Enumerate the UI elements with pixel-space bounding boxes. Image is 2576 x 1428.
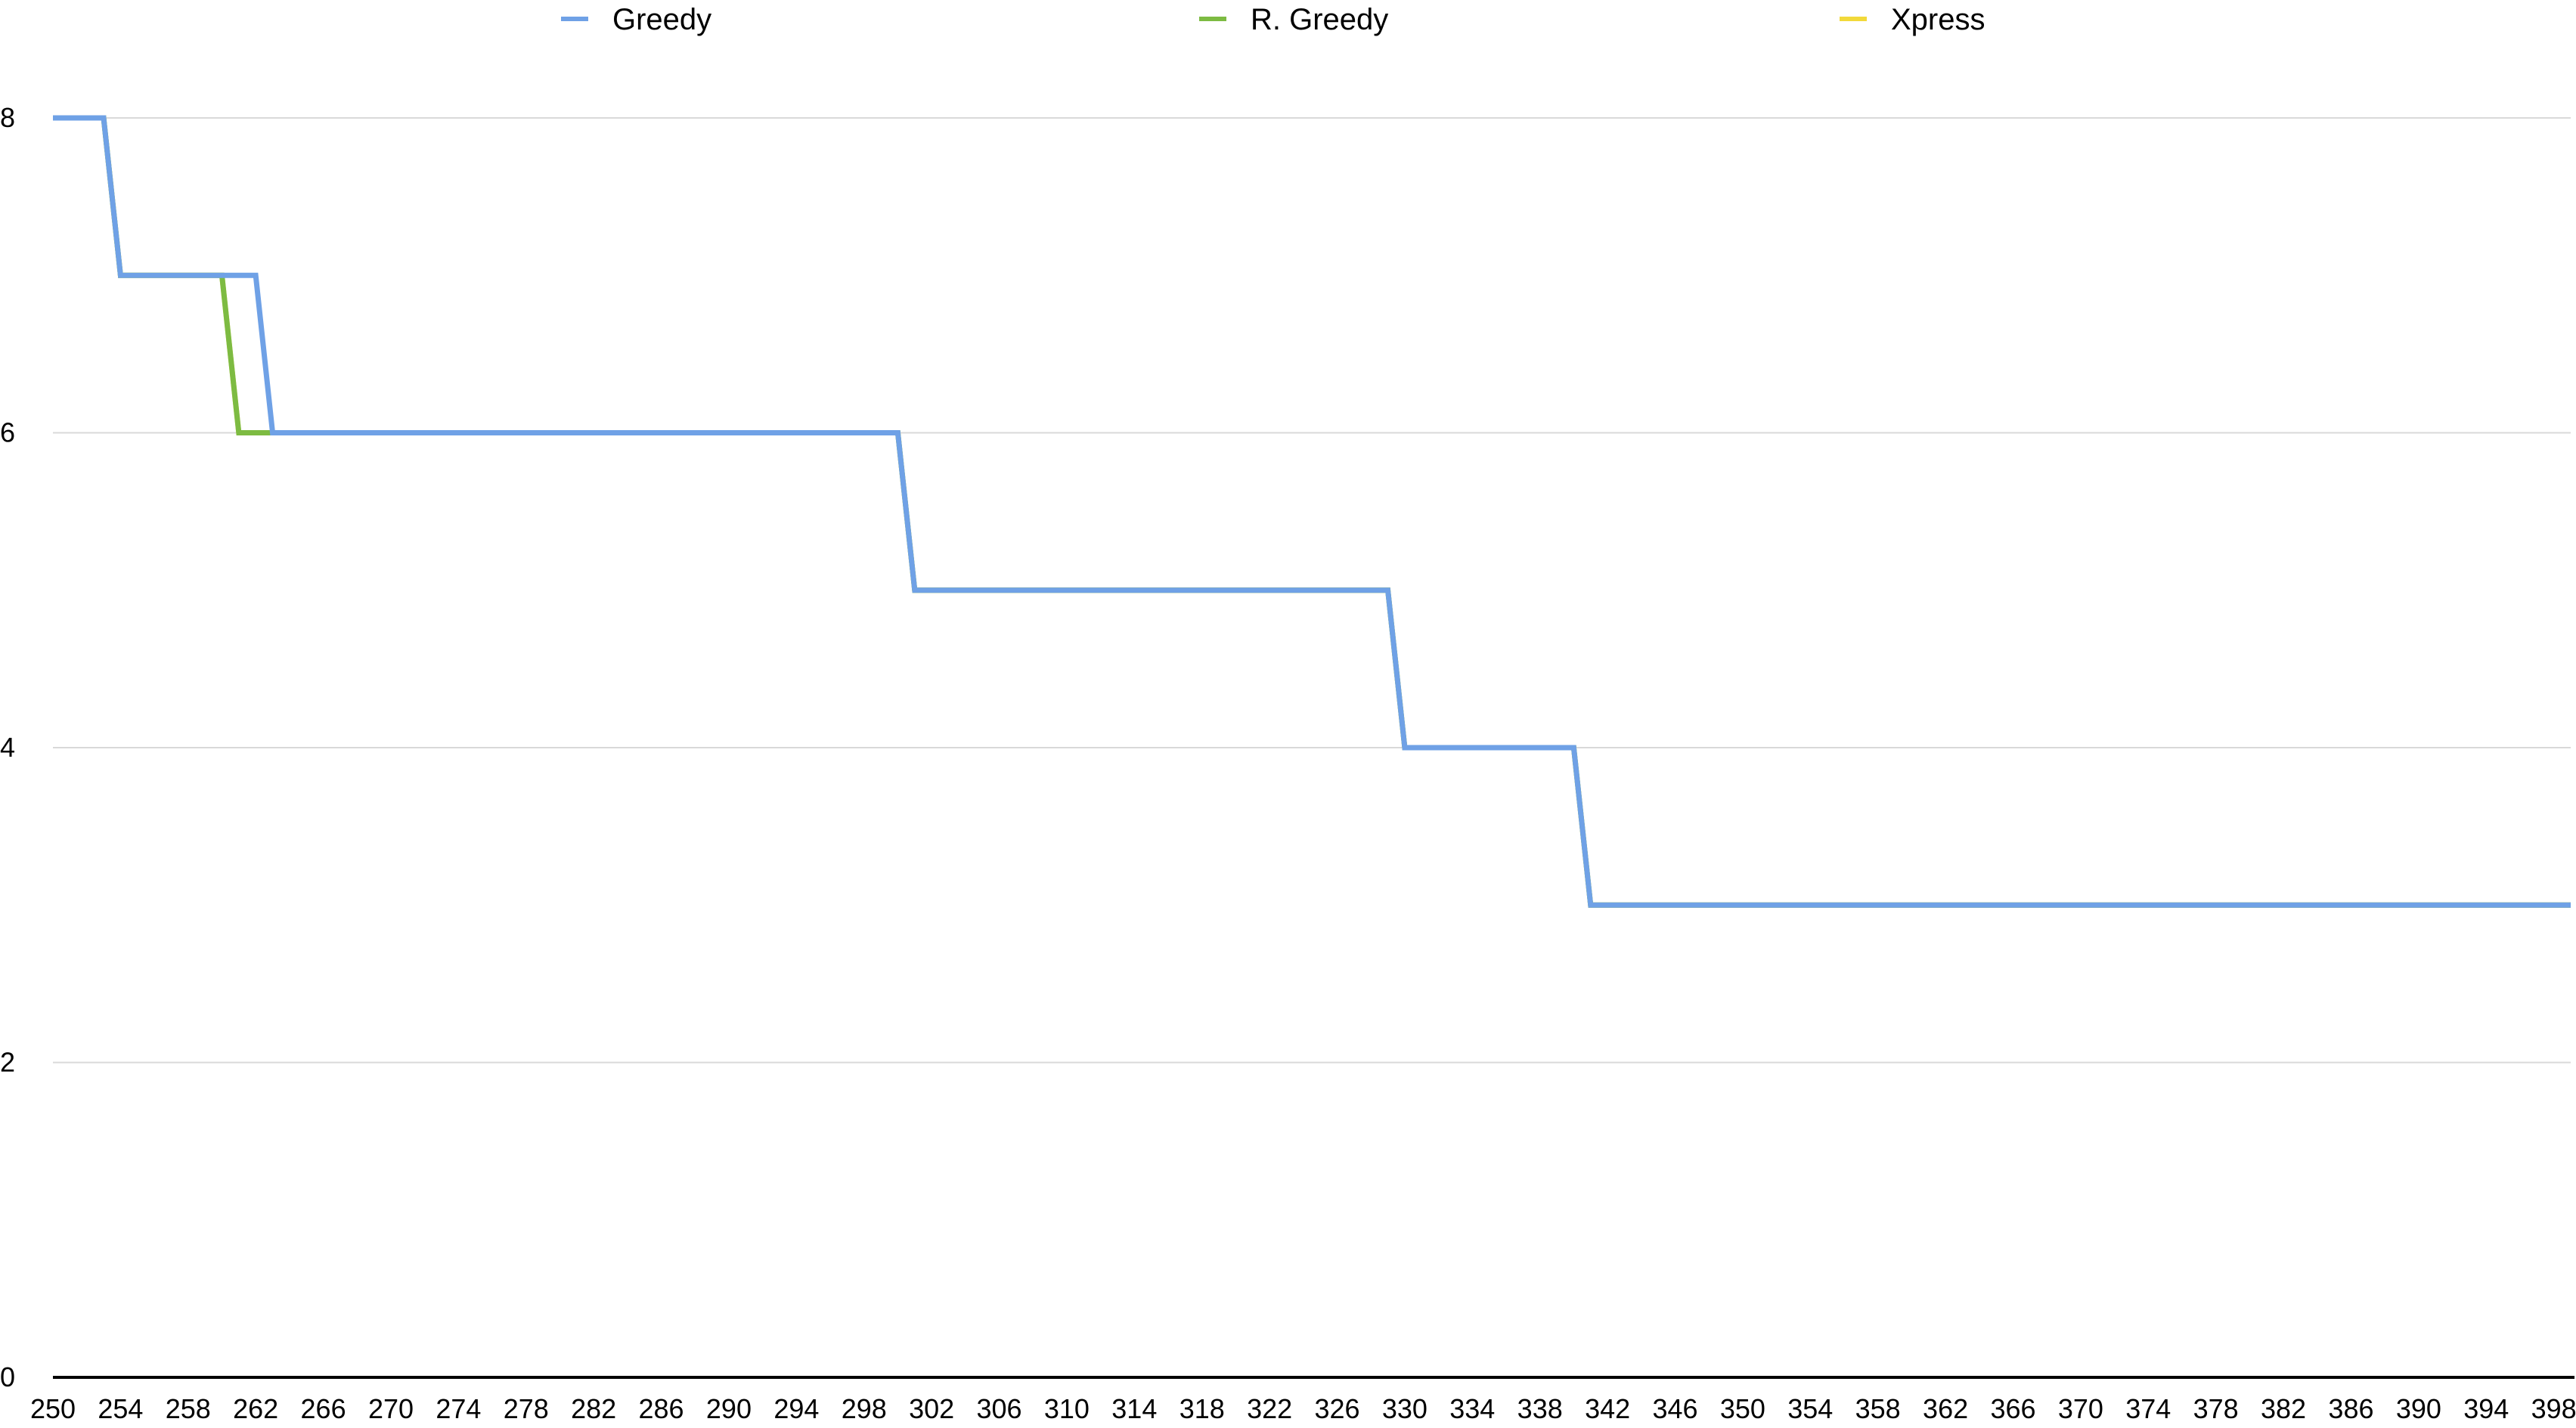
x-tick-label: 258 xyxy=(166,1393,211,1424)
x-tick-label: 386 xyxy=(2328,1393,2373,1424)
x-tick-label: 378 xyxy=(2193,1393,2239,1424)
x-tick-label: 250 xyxy=(30,1393,76,1424)
x-tick-label: 374 xyxy=(2125,1393,2171,1424)
x-tick-label: 298 xyxy=(842,1393,887,1424)
legend-label: Xpress xyxy=(1891,3,1985,36)
x-tick-label: 262 xyxy=(233,1393,278,1424)
series-lines xyxy=(53,115,2571,908)
x-tick-label: 354 xyxy=(1787,1393,1833,1424)
legend-item-xpress: Xpress xyxy=(1840,3,1985,36)
x-tick-label: 350 xyxy=(1720,1393,1765,1424)
legend-label: Greedy xyxy=(612,3,711,36)
series-line-greedy xyxy=(53,115,2571,908)
x-tick-label: 346 xyxy=(1652,1393,1697,1424)
x-tick-label: 334 xyxy=(1449,1393,1495,1424)
series-line-xpress xyxy=(53,115,2571,908)
x-tick-label: 382 xyxy=(2261,1393,2306,1424)
x-tick-label: 314 xyxy=(1111,1393,1157,1424)
legend-item-r-greedy: R. Greedy xyxy=(1199,3,1388,36)
x-tick-label: 338 xyxy=(1517,1393,1563,1424)
axes: 0 2 4 6 8 250 254 258 262 266 270 274 278 282 286 290 29… xyxy=(0,102,2576,1424)
y-tick-label: 6 xyxy=(0,417,15,448)
x-tick-label: 370 xyxy=(2058,1393,2103,1424)
series-line-r-greedy xyxy=(53,115,2571,908)
x-tick-label: 290 xyxy=(706,1393,752,1424)
x-tick-label: 358 xyxy=(1855,1393,1901,1424)
legend-label: R. Greedy xyxy=(1251,3,1388,36)
x-tick-label: 342 xyxy=(1585,1393,1630,1424)
x-tick-label: 254 xyxy=(98,1393,143,1424)
x-tick-label: 398 xyxy=(2531,1393,2576,1424)
x-tick-label: 390 xyxy=(2396,1393,2441,1424)
x-tick-label: 394 xyxy=(2463,1393,2509,1424)
x-tick-label: 286 xyxy=(639,1393,684,1424)
x-tick-label: 302 xyxy=(909,1393,954,1424)
y-tick-label: 2 xyxy=(0,1047,15,1078)
x-tick-label: 294 xyxy=(773,1393,819,1424)
legend-item-greedy: Greedy xyxy=(561,3,711,36)
x-tick-label: 362 xyxy=(1923,1393,1968,1424)
x-tick-label: 270 xyxy=(368,1393,414,1424)
y-tick-label: 8 xyxy=(0,102,15,133)
x-tick-label: 306 xyxy=(977,1393,1022,1424)
x-tick-label: 330 xyxy=(1382,1393,1427,1424)
x-tick-label: 318 xyxy=(1180,1393,1225,1424)
x-tick-label: 266 xyxy=(301,1393,346,1424)
y-tick-label: 4 xyxy=(0,732,15,763)
x-tick-label: 282 xyxy=(571,1393,616,1424)
legend: Greedy R. Greedy Xpress xyxy=(561,3,1985,36)
x-tick-label: 366 xyxy=(1990,1393,2035,1424)
x-tick-label: 310 xyxy=(1044,1393,1090,1424)
x-tick-label: 274 xyxy=(436,1393,481,1424)
y-tick-label: 0 xyxy=(0,1361,15,1392)
x-tick-label: 278 xyxy=(504,1393,549,1424)
x-tick-label: 326 xyxy=(1314,1393,1359,1424)
x-tick-label: 322 xyxy=(1247,1393,1292,1424)
